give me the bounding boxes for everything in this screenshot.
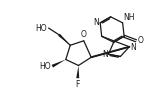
Text: N: N xyxy=(93,18,99,27)
Text: N: N xyxy=(102,50,108,59)
Polygon shape xyxy=(52,59,66,68)
Text: O: O xyxy=(138,36,143,45)
Text: F: F xyxy=(76,80,80,89)
Text: O: O xyxy=(81,30,87,39)
Polygon shape xyxy=(58,34,70,45)
Polygon shape xyxy=(76,65,79,78)
Text: NH: NH xyxy=(123,13,135,22)
Text: HO: HO xyxy=(39,62,51,71)
Text: HO: HO xyxy=(36,24,47,33)
Text: N: N xyxy=(131,43,136,52)
